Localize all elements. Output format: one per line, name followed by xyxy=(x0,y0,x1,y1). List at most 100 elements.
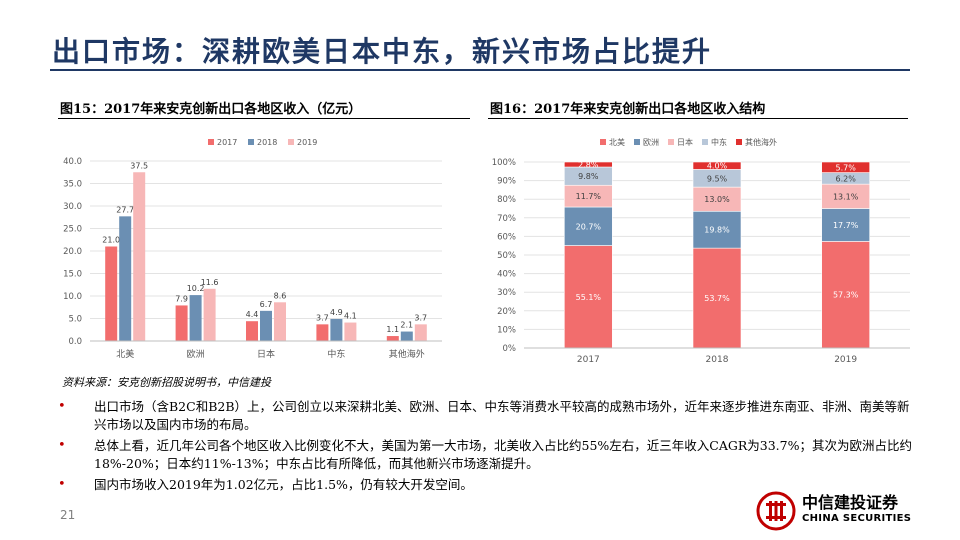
chart2-title-rule xyxy=(488,118,908,119)
chart2-bar-segment-日本 xyxy=(821,183,870,209)
chart2-segment-label: 5.7% xyxy=(836,163,857,172)
chart2-bar-segment-北美 xyxy=(692,247,742,349)
chart2-segment-label: 55.1% xyxy=(576,293,602,302)
chart2-segment-label: 9.8% xyxy=(578,172,599,181)
chart1-legend-label: 2017 xyxy=(217,138,237,147)
chart1-value-label: 2.1 xyxy=(400,321,413,330)
chart1-bar-2018 xyxy=(119,216,132,341)
chart2-legend-swatch xyxy=(702,139,708,145)
chart2-segment-label: 57.3% xyxy=(833,291,859,300)
chart2-legend-label: 其他海外 xyxy=(745,137,777,147)
chart2-y-tick-label: 60% xyxy=(497,232,516,242)
chart1-legend-swatch xyxy=(248,139,254,145)
chart2-bar-segment-其他海外 xyxy=(821,161,870,173)
chart2-legend-swatch xyxy=(736,139,742,145)
chart1-y-tick-label: 5.0 xyxy=(68,315,82,325)
chart1-value-label: 4.4 xyxy=(246,310,259,319)
chart1-value-label: 3.7 xyxy=(414,313,427,322)
page-number: 21 xyxy=(60,508,76,522)
chart1-value-label: 1.1 xyxy=(386,325,399,334)
chart2-category-label: 2019 xyxy=(834,355,857,365)
chart1-title-rule xyxy=(58,118,470,119)
logo-name: 中信建投证券 xyxy=(802,493,899,512)
chart1-value-label: 11.6 xyxy=(201,278,219,287)
chart2-bar-segment-欧洲 xyxy=(821,208,870,242)
bullet-list: • 出口市场（含B2C和B2B）上，公司创立以来深耕北美、欧洲、日本、中东等消费水… xyxy=(58,398,920,497)
chart1-legend-swatch xyxy=(208,139,214,145)
chart1-value-label: 37.5 xyxy=(130,161,148,170)
chart1-bar-2018 xyxy=(400,331,413,341)
chart1-y-tick-label: 0.0 xyxy=(68,337,82,347)
chart1-bar-2018 xyxy=(260,310,272,341)
chart2-segment-label: 13.1% xyxy=(833,192,859,201)
chart1-y-tick-label: 10.0 xyxy=(63,292,82,302)
chart2-segment-label: 2.8% xyxy=(578,161,599,170)
chart1-bar-chart: 0.0 5.0 10.0 15.0 20.0 25.0 30.0 35.0 40.0 21.0 27… xyxy=(63,138,442,360)
chart2-y-tick-label: 0% xyxy=(503,344,517,354)
chart1-bar-2017 xyxy=(246,321,258,341)
chart2-title: 图16：2017年来安克创新出口各地区收入结构 xyxy=(490,102,766,117)
bullet-item: • 出口市场（含B2C和B2B）上，公司创立以来深耕北美、欧洲、日本、中东等消费水… xyxy=(58,398,920,434)
chart2-bar-segment-北美 xyxy=(564,245,613,349)
chart1-bar-2019 xyxy=(274,302,286,341)
chart1-value-label: 21.0 xyxy=(102,236,120,245)
chart2-y-tick-label: 20% xyxy=(497,307,516,317)
chart2-y-tick-label: 100% xyxy=(492,158,516,168)
chart1-value-label: 10.2 xyxy=(187,284,205,293)
chart2-stacked-bar-chart: 0% 10% 20% 30% 40% 50% 60% 70% 80% 90% 100% 55.1% 20… xyxy=(492,137,910,365)
chart1-bar-2017 xyxy=(175,305,188,341)
chart1-bar-2019 xyxy=(133,172,146,341)
bullet-item: • 国内市场收入2019年为1.02亿元，占比1.5%，仍有较大开发空间。 xyxy=(58,476,920,494)
chart1-legend-label: 2019 xyxy=(297,138,317,147)
title-divider xyxy=(50,69,910,71)
chart1-bar-2019 xyxy=(344,322,357,341)
chart1-bar-2018 xyxy=(330,318,343,341)
bullet-dot-icon: • xyxy=(58,399,66,414)
chart1-legend-swatch xyxy=(288,139,294,145)
chart1-bar-2017 xyxy=(105,246,118,341)
chart1-y-tick-label: 40.0 xyxy=(63,157,82,167)
chart2-y-tick-label: 30% xyxy=(497,288,516,298)
chart2-bar-segment-日本 xyxy=(692,186,742,212)
chart2-legend-label: 北美 xyxy=(609,137,625,147)
chart1-value-label: 27.7 xyxy=(116,205,134,214)
logo-subtitle: CHINA SECURITIES xyxy=(802,513,912,524)
chart2-legend-swatch xyxy=(668,139,674,145)
bullet-text: 总体上看，近几年公司各个地区收入比例变化不大，美国为第一大市场，北美收入占比约5… xyxy=(94,438,912,471)
chart2-legend-label: 中东 xyxy=(711,137,727,147)
bullet-text: 出口市场（含B2C和B2B）上，公司创立以来深耕北美、欧洲、日本、中东等消费水平… xyxy=(94,399,910,432)
chart1-category-label: 欧洲 xyxy=(187,348,205,360)
chart2-segment-label: 4.0% xyxy=(707,162,728,171)
chart2-y-tick-label: 50% xyxy=(497,251,516,261)
chart1-value-label: 7.9 xyxy=(175,294,188,303)
chart2-segment-label: 17.7% xyxy=(833,221,859,230)
chart1-bar-2018 xyxy=(189,295,202,341)
chart1-value-label: 4.1 xyxy=(344,312,357,321)
chart2-legend-swatch xyxy=(600,139,606,145)
chart1-category-label: 北美 xyxy=(116,348,134,360)
chart2-category-label: 2017 xyxy=(577,355,600,365)
chart1-y-tick-label: 30.0 xyxy=(63,202,82,212)
chart2-bar-segment-北美 xyxy=(821,241,870,349)
chart1-title: 图15：2017年来安克创新出口各地区收入（亿元） xyxy=(60,102,362,117)
logo-emblem-icon xyxy=(756,491,796,531)
chart2-legend-swatch xyxy=(634,139,640,145)
company-logo: 中信建投证券 CHINA SECURITIES xyxy=(756,489,926,533)
chart2-legend-label: 欧洲 xyxy=(643,137,659,147)
chart1-legend-label: 2018 xyxy=(257,138,277,147)
chart1-y-tick-label: 35.0 xyxy=(63,180,82,190)
chart2-y-tick-label: 70% xyxy=(497,214,516,224)
chart2-segment-label: 53.7% xyxy=(704,294,730,303)
chart1-bar-2019 xyxy=(203,288,216,341)
bullet-dot-icon: • xyxy=(58,477,66,492)
chart1-bar-2017 xyxy=(316,324,329,341)
bullet-item: • 总体上看，近几年公司各个地区收入比例变化不大，美国为第一大市场，北美收入占比约… xyxy=(58,437,920,473)
chart2-segment-label: 13.0% xyxy=(704,195,730,204)
chart1-bar-2017 xyxy=(386,336,399,341)
chart1-category-label: 其他海外 xyxy=(389,348,425,360)
chart2-y-tick-label: 90% xyxy=(497,177,516,187)
chart1-category-label: 日本 xyxy=(257,348,275,360)
chart2-y-tick-label: 40% xyxy=(497,270,516,280)
chart2-y-tick-label: 80% xyxy=(497,195,516,205)
chart1-value-label: 6.7 xyxy=(260,300,273,309)
